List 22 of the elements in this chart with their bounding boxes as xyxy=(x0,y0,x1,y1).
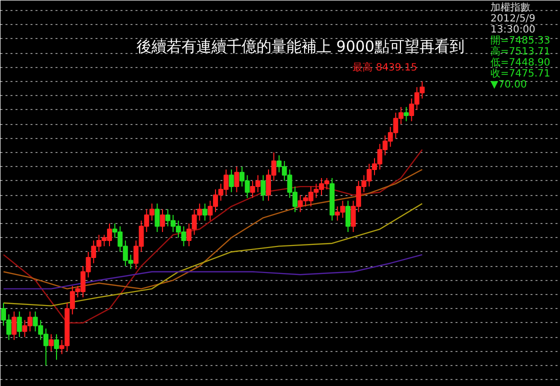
text: 13:30:00 xyxy=(490,24,536,36)
candlestick xyxy=(160,208,165,232)
candlestick xyxy=(234,166,240,193)
text: 低=7448.90 xyxy=(490,58,550,68)
text: ▼70.00 xyxy=(490,80,527,90)
candlestick xyxy=(16,311,22,338)
candlestick xyxy=(48,334,54,352)
text: 2012/5/9 xyxy=(490,14,536,24)
candlestick xyxy=(12,311,17,340)
text: 加權指數 xyxy=(490,2,530,14)
candlestick xyxy=(260,174,266,202)
candlestick xyxy=(404,106,409,122)
candlestick xyxy=(54,334,60,360)
candlestick xyxy=(346,200,350,232)
text: 收=7475.71 xyxy=(490,68,550,80)
candlestick xyxy=(154,203,160,232)
text: 最高 8439.15 xyxy=(352,61,418,74)
chart-title: 後續若有連續千億的量能補上 9000點可望再看到 xyxy=(136,38,464,56)
text: 高=7513.71 xyxy=(490,46,550,58)
candlestick xyxy=(202,203,208,222)
text: 開=7485.33 xyxy=(490,36,550,46)
candlestick xyxy=(228,169,234,193)
